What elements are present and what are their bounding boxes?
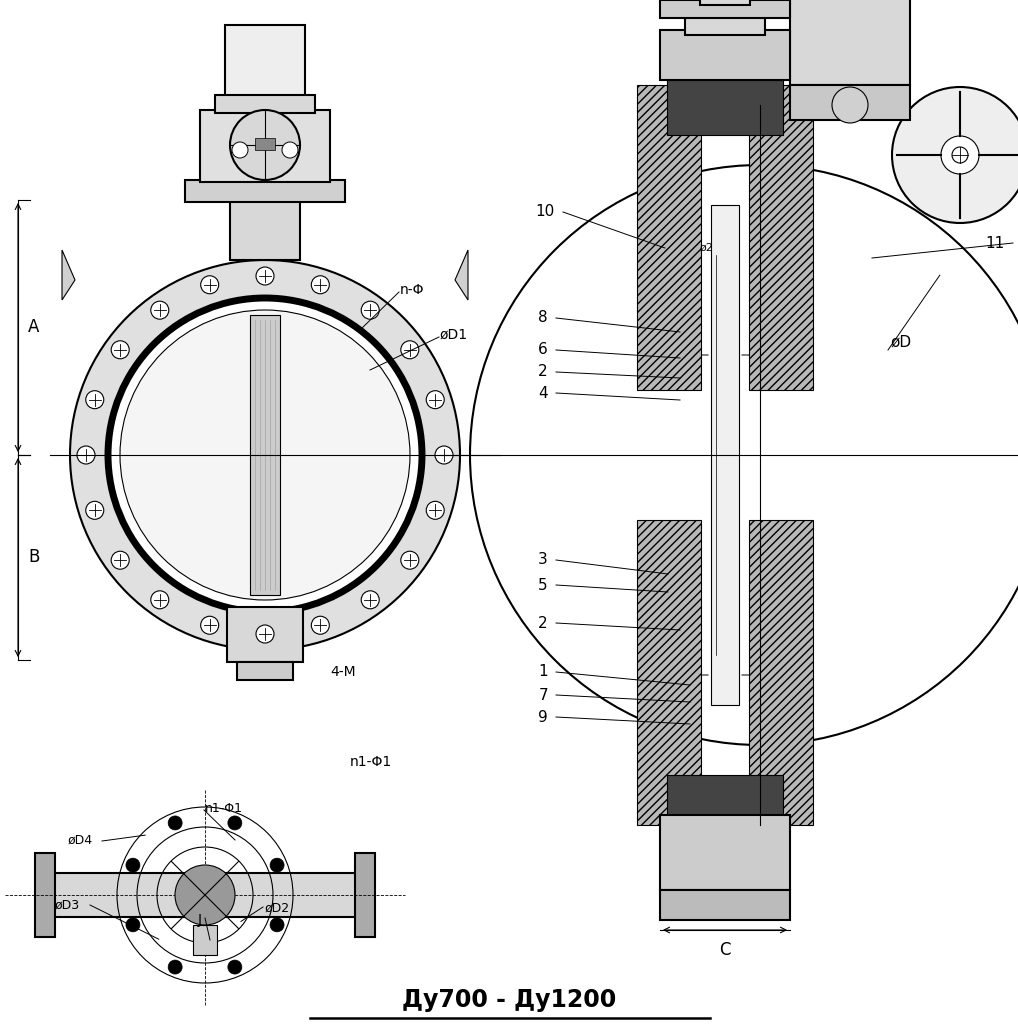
Bar [254,138,275,150]
Text: n1-Φ1: n1-Φ1 [350,755,392,769]
Text: 9: 9 [539,710,548,724]
Circle shape [175,865,235,925]
Text: 11: 11 [985,235,1005,251]
Bar [185,180,345,202]
Text: Ду700 - Ду1200: Ду700 - Ду1200 [402,988,616,1012]
Bar [660,815,790,890]
Bar [790,85,910,120]
Text: 8: 8 [539,311,548,325]
Text: 10: 10 [535,204,555,220]
Bar [225,25,305,97]
Circle shape [111,341,129,359]
Circle shape [435,446,453,464]
Text: øD2: øD2 [265,902,290,914]
Circle shape [401,551,418,570]
Circle shape [892,87,1018,223]
Bar [660,0,790,18]
Bar [250,315,280,595]
Text: 2: 2 [539,364,548,380]
Circle shape [941,136,979,174]
Circle shape [270,859,284,872]
Bar [227,607,303,662]
Text: øD1: øD1 [440,328,468,342]
Text: øD3: øD3 [55,899,80,911]
Bar [667,80,783,135]
Circle shape [228,960,242,974]
Circle shape [201,276,219,294]
Circle shape [470,165,1018,745]
Circle shape [126,917,139,932]
Circle shape [108,298,422,612]
Circle shape [256,267,274,285]
Circle shape [77,446,95,464]
Bar [230,200,300,260]
Bar [660,30,790,80]
Circle shape [361,301,380,319]
Text: n-Φ: n-Φ [400,283,425,297]
Text: 7: 7 [539,687,548,703]
Bar [700,0,750,5]
Circle shape [111,551,129,570]
Circle shape [427,391,444,409]
Bar [193,925,217,955]
Text: 2: 2 [539,615,548,631]
Circle shape [151,301,169,319]
Bar [711,205,739,705]
Text: C: C [720,941,731,959]
Circle shape [361,590,380,609]
Text: 4-M: 4-M [330,665,355,679]
Bar [215,95,315,112]
Text: 6: 6 [539,343,548,357]
Polygon shape [749,85,813,390]
Circle shape [86,502,104,519]
Circle shape [952,147,968,163]
Text: ø2: ø2 [700,243,714,253]
Bar [355,853,375,937]
Bar [200,110,330,182]
Circle shape [256,625,274,643]
Bar [790,0,910,85]
Bar [237,662,293,680]
Polygon shape [637,85,701,390]
Circle shape [312,276,329,294]
Bar [667,775,783,830]
Circle shape [126,859,139,872]
Text: 5: 5 [539,578,548,592]
Polygon shape [637,520,701,825]
Circle shape [401,341,418,359]
Text: 3: 3 [539,552,548,568]
Circle shape [168,816,182,830]
Circle shape [228,816,242,830]
Circle shape [86,391,104,409]
Polygon shape [62,250,75,300]
Text: B: B [29,548,40,567]
Bar [35,853,55,937]
Circle shape [312,616,329,635]
Text: J: J [197,913,202,927]
Text: n1-Φ1: n1-Φ1 [205,802,243,814]
Circle shape [70,260,460,650]
Text: øD: øD [890,334,911,350]
Circle shape [201,616,219,635]
Text: 4: 4 [539,386,548,400]
Text: A: A [29,319,40,336]
Circle shape [151,590,169,609]
Circle shape [120,310,410,600]
Circle shape [168,960,182,974]
Circle shape [270,917,284,932]
Circle shape [832,87,868,123]
Text: øD4: øD4 [68,834,93,846]
Circle shape [427,502,444,519]
Circle shape [282,142,298,158]
Polygon shape [455,250,468,300]
Bar [50,873,360,917]
Bar [685,0,765,35]
Circle shape [230,110,300,180]
Circle shape [232,142,248,158]
Text: 1: 1 [539,665,548,679]
Polygon shape [749,520,813,825]
Bar [660,890,790,920]
